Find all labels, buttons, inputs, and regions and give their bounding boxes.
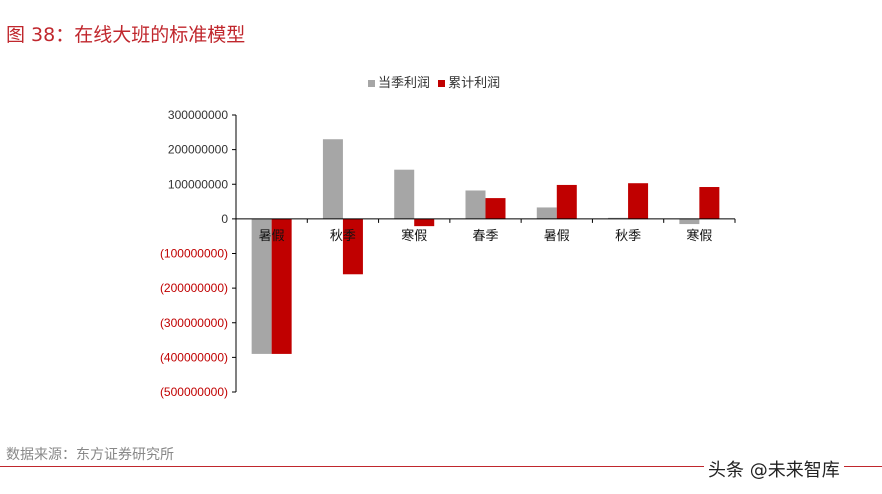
bar-1-2 bbox=[414, 218, 435, 227]
y-tick-label: 200000000 bbox=[168, 143, 228, 157]
bar-1-6 bbox=[699, 187, 720, 219]
divider bbox=[0, 466, 882, 467]
x-tick-label: 寒假 bbox=[686, 228, 712, 244]
legend: 当季利润 累计利润 bbox=[368, 72, 500, 91]
x-tick-label: 秋季 bbox=[330, 229, 356, 244]
x-tick-label: 寒假 bbox=[401, 228, 427, 244]
y-tick-label: (300000000) bbox=[160, 316, 228, 330]
figure-title: 图 38：在线大班的标准模型 bbox=[6, 24, 246, 46]
legend-swatch-0 bbox=[368, 80, 375, 87]
x-tick-label: 春季 bbox=[472, 229, 498, 244]
y-tick-label: (100000000) bbox=[160, 247, 228, 261]
x-tick-label: 暑假 bbox=[544, 229, 570, 244]
bar-0-1 bbox=[322, 139, 343, 219]
x-tick-label: 秋季 bbox=[615, 229, 641, 244]
bar-1-4 bbox=[556, 184, 577, 219]
bar-0-6 bbox=[679, 218, 700, 225]
y-tick-label: 0 bbox=[221, 212, 228, 226]
bar-0-3 bbox=[465, 190, 486, 219]
bar-0-4 bbox=[536, 207, 557, 219]
x-tick-label: 暑假 bbox=[259, 229, 285, 244]
legend-label-0: 当季利润 bbox=[378, 76, 431, 91]
bar-1-5 bbox=[628, 183, 649, 219]
y-tick-label: (400000000) bbox=[160, 350, 228, 364]
bar-1-1 bbox=[342, 218, 363, 275]
bar-0-5 bbox=[608, 217, 629, 219]
bar-1-3 bbox=[485, 198, 506, 219]
source-note: 数据来源：东方证券研究所 bbox=[6, 447, 174, 463]
watermark: 头条 @未来智库 bbox=[704, 456, 844, 482]
bar-chart: 300000000 200000000 100000000 0 (100000000) (… bbox=[160, 108, 736, 399]
y-tick-label: (200000000) bbox=[160, 281, 228, 295]
bar-1-0 bbox=[271, 218, 292, 354]
bar-0-2 bbox=[394, 169, 415, 219]
y-tick-label: 100000000 bbox=[168, 177, 228, 191]
legend-label-1: 累计利润 bbox=[448, 76, 501, 91]
legend-swatch-1 bbox=[438, 80, 446, 87]
bar-0-0 bbox=[251, 218, 272, 354]
y-tick-label: 300000000 bbox=[168, 108, 228, 122]
y-tick-label: (500000000) bbox=[160, 385, 228, 399]
